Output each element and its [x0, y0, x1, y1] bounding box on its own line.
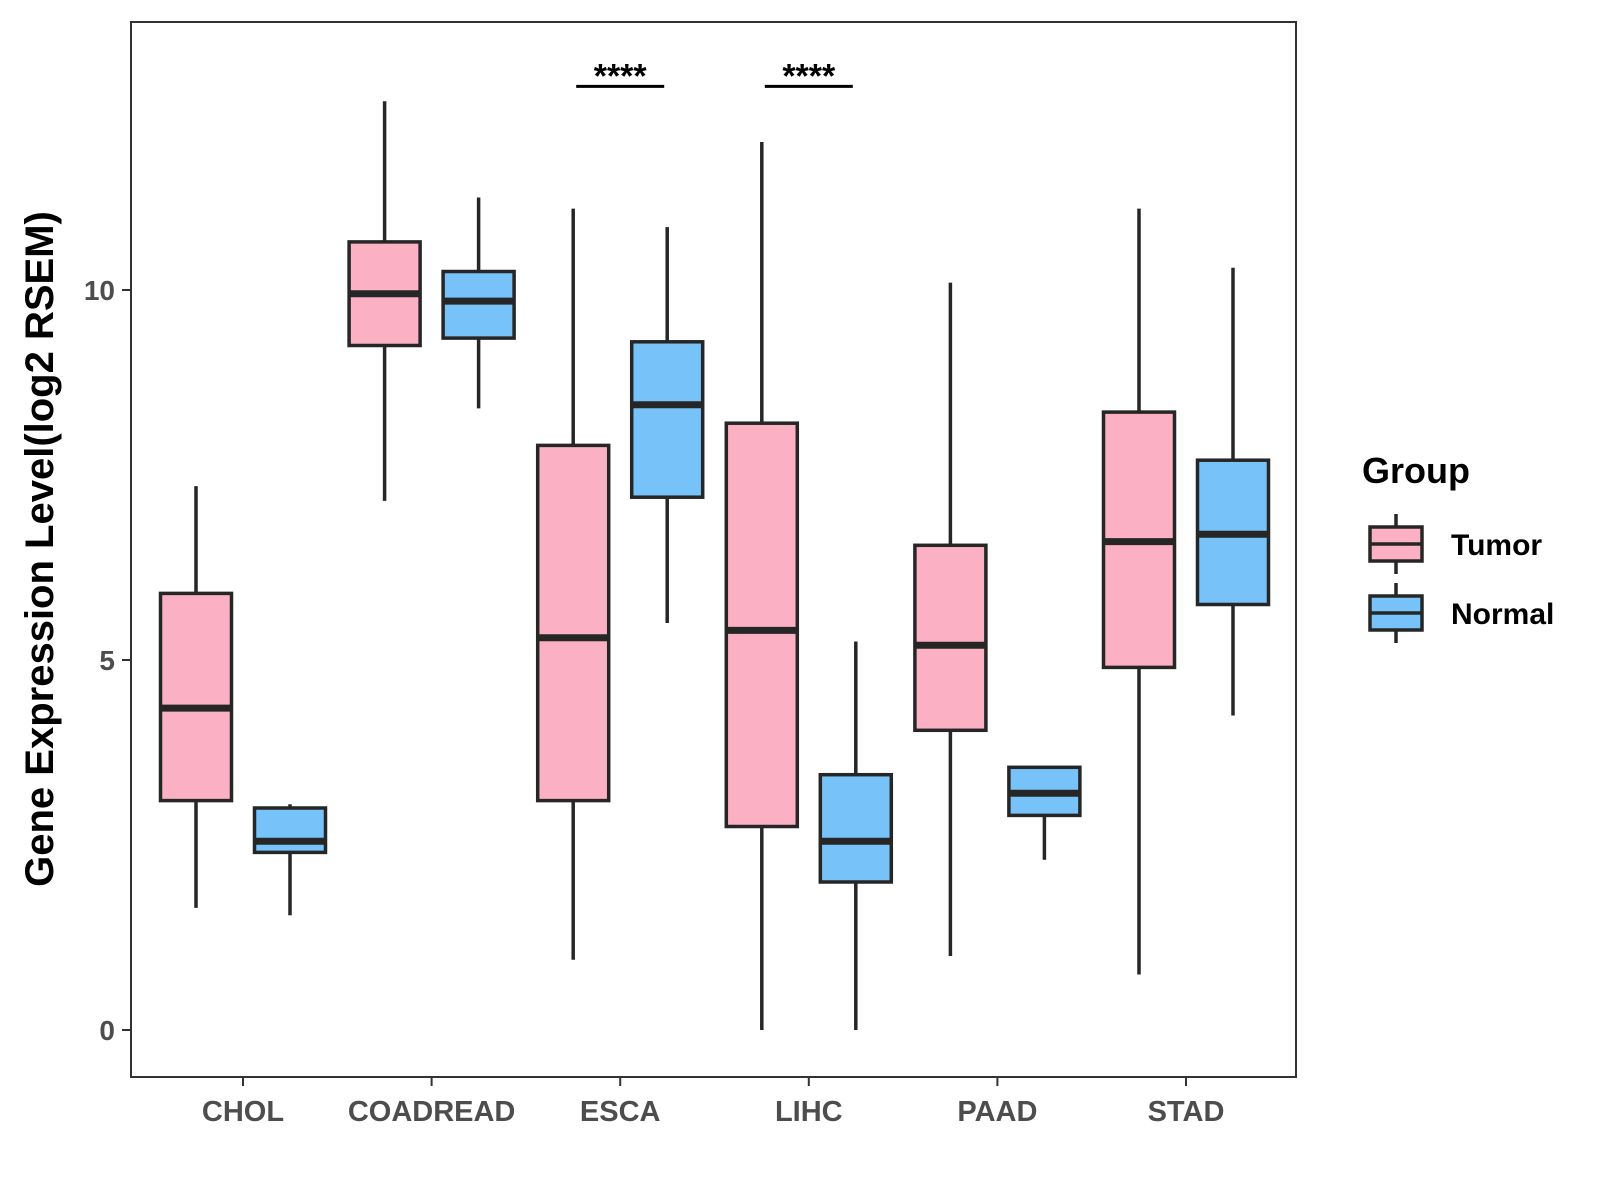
legend-title: Group — [1362, 450, 1470, 491]
box-tumor-lihc — [724, 142, 800, 1030]
legend: Group Tumor Normal — [1362, 450, 1554, 643]
box-tumor-chol — [158, 486, 234, 908]
box-body — [535, 443, 611, 803]
box-body — [441, 269, 516, 340]
legend-key-normal — [1368, 583, 1424, 643]
legend-key-tumor — [1368, 514, 1424, 574]
box-body — [252, 806, 328, 855]
y-axis-title: Gene Expression Level(log2 RSEM) — [18, 211, 62, 887]
y-tick-label: 5 — [99, 645, 115, 676]
boxes-layer — [158, 101, 1271, 1030]
box-body — [158, 591, 234, 803]
x-tick-label: LIHC — [775, 1096, 843, 1128]
legend-label-tumor: Tumor — [1451, 529, 1542, 562]
box-normal-coadread — [441, 197, 516, 409]
box-body — [724, 421, 800, 829]
significance-label: **** — [594, 57, 648, 95]
y-tick-label: 10 — [84, 275, 115, 306]
significance-label: **** — [782, 57, 836, 95]
box-tumor-paad — [913, 282, 988, 956]
y-tick-label: 0 — [99, 1015, 115, 1046]
x-tick-label: CHOL — [202, 1096, 284, 1128]
x-axis: CHOL COADREAD ESCA LIHC PAAD STAD — [202, 1077, 1224, 1128]
box-body — [629, 340, 705, 499]
x-tick-label: STAD — [1148, 1096, 1225, 1128]
box-tumor-esca — [535, 208, 611, 960]
significance-layer: **** **** — [576, 57, 853, 95]
box-body — [818, 772, 894, 884]
box-normal-lihc — [818, 641, 894, 1030]
significance-esca: **** — [576, 57, 665, 95]
x-tick-label: ESCA — [580, 1096, 661, 1128]
box-normal-stad — [1195, 267, 1271, 716]
x-tick-label: COADREAD — [348, 1096, 516, 1128]
x-tick-label: PAAD — [957, 1096, 1037, 1128]
y-axis: 0 5 10 — [84, 275, 131, 1046]
box-normal-chol — [252, 804, 328, 916]
significance-lihc: **** — [764, 57, 853, 95]
box-body — [913, 543, 988, 733]
box-normal-esca — [629, 227, 705, 623]
box-normal-paad — [1007, 765, 1082, 860]
legend-label-normal: Normal — [1451, 598, 1554, 631]
box-tumor-coadread — [347, 101, 422, 501]
box-tumor-stad — [1101, 208, 1177, 975]
